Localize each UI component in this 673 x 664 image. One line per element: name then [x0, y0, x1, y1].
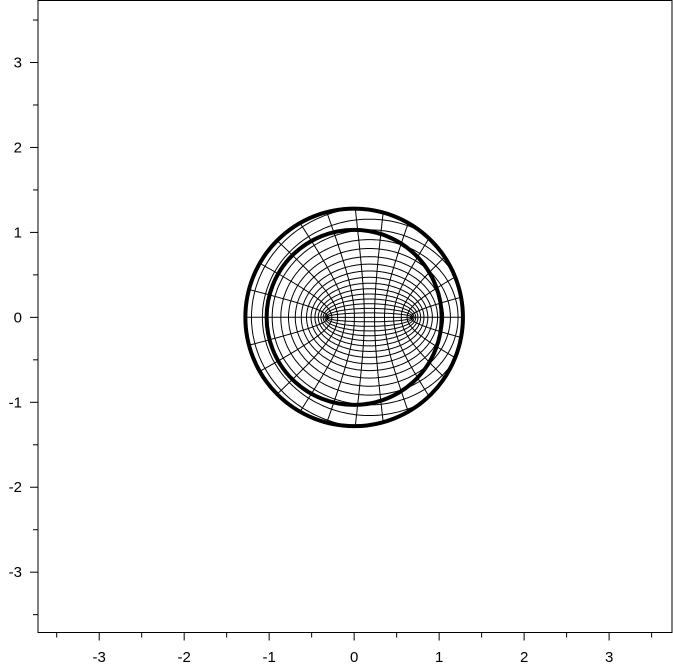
mesh-hyperbola [354, 317, 365, 426]
mesh-hyperbola [299, 223, 346, 318]
boundary-circle [243, 206, 465, 429]
y-axis: 3 2 1 0 -1 -2 -3 [9, 19, 38, 616]
mesh-hyperbola [374, 212, 384, 318]
x-tick-label: 2 [520, 649, 528, 664]
x-tick-label: 1 [435, 649, 443, 664]
mesh-hyperbola [410, 296, 461, 318]
x-axis: -3 -2 -1 0 1 2 3 [56, 632, 653, 664]
x-tick-label: -1 [262, 649, 275, 664]
y-tick-label: 0 [14, 309, 22, 326]
mesh-hyperbola [276, 317, 339, 395]
y-tick-label: 2 [14, 139, 22, 156]
mesh-hyperbola [406, 317, 456, 359]
mesh-hyperbola [249, 289, 329, 318]
mesh-hyperbola [384, 317, 409, 412]
mesh-hyperbola [276, 240, 339, 318]
plot-frame [37, 0, 673, 633]
mesh-hyperbola [354, 209, 365, 318]
mesh-hyperbola [384, 223, 409, 318]
mesh-hyperbola [326, 317, 355, 422]
x-tick-label: 3 [605, 649, 613, 664]
y-tick-label: 1 [14, 224, 22, 241]
y-tick-label: 3 [14, 55, 22, 72]
mesh-hyperbola [326, 212, 355, 318]
boundary-circle [264, 227, 444, 407]
mesh-hyperbola [410, 317, 461, 338]
mesh-hyperbola [249, 317, 329, 346]
mesh-hyperbola [260, 263, 333, 318]
mesh-hyperbola [299, 317, 346, 412]
y-tick-label: -2 [9, 479, 22, 496]
x-tick-label: 0 [350, 649, 358, 664]
x-tick-label: -3 [93, 649, 106, 664]
x-tick-label: -2 [178, 649, 191, 664]
mesh-hyperbola [260, 317, 333, 372]
y-tick-label: -3 [9, 564, 22, 581]
mesh-hyperbola [406, 276, 456, 318]
mesh-hyperbola [374, 317, 384, 422]
circles [243, 206, 465, 429]
y-tick-label: -1 [9, 394, 22, 411]
